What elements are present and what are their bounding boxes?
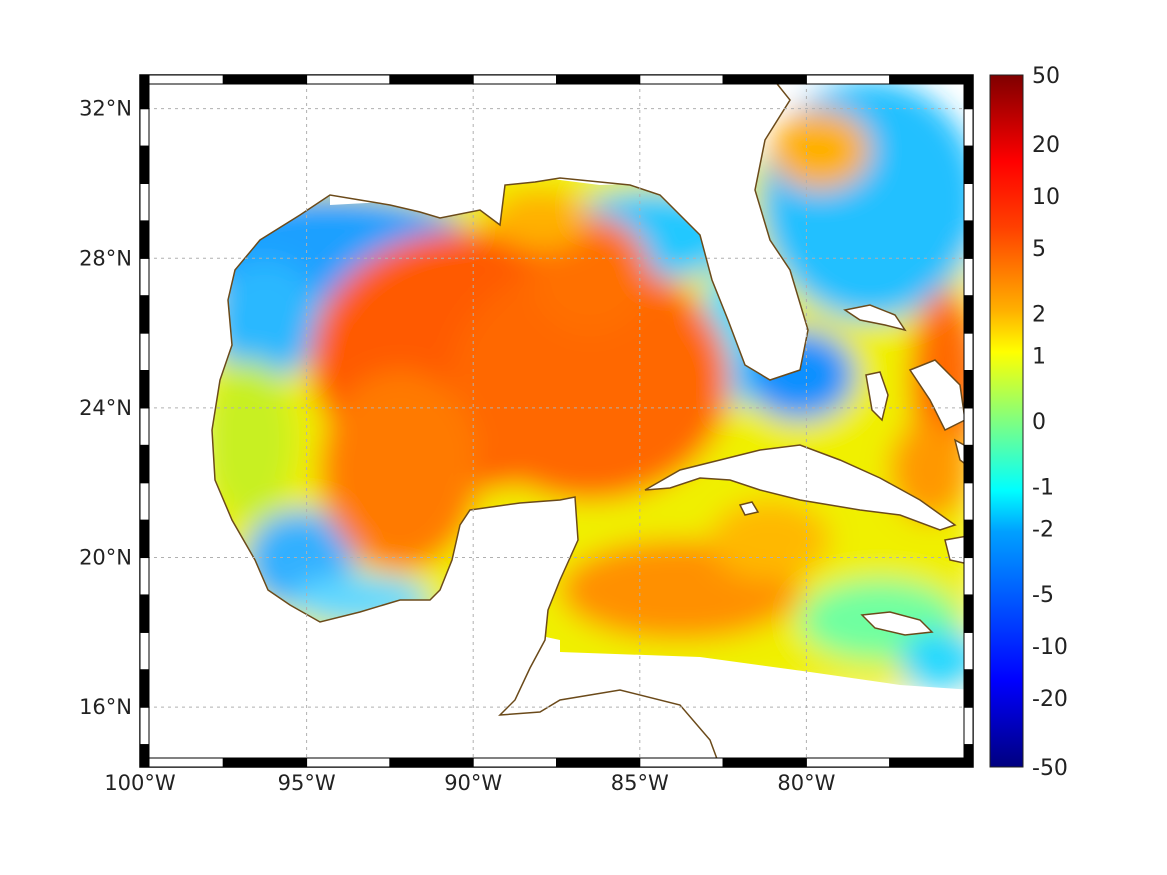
frame-segment-left — [139, 407, 150, 446]
longitude-labels: 100°W 95°W 90°W 85°W 80°W — [104, 771, 835, 795]
frame-segment-top — [389, 74, 474, 85]
frame-segment-left — [139, 74, 150, 110]
frame-segment-right — [963, 370, 974, 409]
colorbar-tick-label: -10 — [1032, 635, 1068, 660]
colorbar-tick-label: 5 — [1032, 237, 1046, 262]
frame-segment-left — [139, 220, 150, 259]
frame-segment-left — [139, 631, 150, 671]
frame-segment-right — [963, 257, 974, 297]
frame-segment-left — [139, 744, 150, 768]
frame-segment-left — [139, 295, 150, 334]
longitude-tick-label: 90°W — [444, 771, 502, 795]
longitude-tick-label: 85°W — [611, 771, 669, 795]
frame-segment-left — [139, 557, 150, 596]
colorbar-tick-label: 20 — [1032, 133, 1060, 158]
map-frame — [139, 74, 974, 768]
frame-segment-top — [306, 74, 391, 85]
frame-segment-left — [139, 145, 150, 184]
frame-segment-top — [639, 74, 724, 85]
frame-segment-right — [963, 145, 974, 184]
isla-juventud — [738, 501, 760, 516]
latitude-labels: 32°N 28°N 24°N 20°N 16°N — [79, 97, 132, 719]
frame-segment-right — [963, 482, 974, 521]
cuba — [644, 444, 957, 531]
longitude-tick-label: 80°W — [777, 771, 835, 795]
frame-segment-right — [963, 631, 974, 671]
frame-segment-right — [963, 295, 974, 334]
latitude-tick-label: 20°N — [79, 546, 132, 570]
frame-segment-bottom — [139, 757, 224, 768]
latitude-tick-label: 32°N — [79, 97, 132, 121]
frame-segment-left — [139, 669, 150, 708]
frame-segment-left — [139, 706, 150, 746]
frame-segment-right — [963, 444, 974, 484]
colorbar-tick-label: 2 — [1032, 303, 1046, 328]
colorbar-tick-label: -2 — [1032, 517, 1054, 542]
longitude-tick-label: 95°W — [278, 771, 336, 795]
frame-segment-left — [139, 182, 150, 222]
frame-segment-left — [139, 257, 150, 297]
frame-segment-right — [963, 706, 974, 746]
latitude-tick-label: 16°N — [79, 695, 132, 719]
frame-segment-right — [963, 557, 974, 596]
frame-segment-right — [963, 519, 974, 559]
frame-segment-bottom — [722, 757, 807, 768]
latitude-tick-label: 24°N — [79, 396, 132, 420]
frame-segment-left — [139, 519, 150, 559]
frame-segment-left — [139, 482, 150, 521]
frame-segment-bottom — [222, 757, 308, 768]
frame-segment-left — [139, 108, 150, 147]
frame-segment-right — [963, 108, 974, 147]
longitude-tick-label: 100°W — [104, 771, 176, 795]
frame-segment-top — [472, 74, 558, 85]
frame-segment-right — [963, 182, 974, 222]
frame-segment-right — [963, 407, 974, 446]
frame-segment-bottom — [306, 757, 391, 768]
colorbar-tick-label: -50 — [1032, 756, 1068, 781]
frame-segment-right — [963, 332, 974, 372]
colorbar-tick-label: -20 — [1032, 687, 1068, 712]
frame-segment-right — [963, 669, 974, 708]
us-gulf-coast — [140, 75, 809, 767]
frame-segment-right — [963, 594, 974, 633]
frame-segment-right — [963, 220, 974, 259]
colorbar-tick-label: 10 — [1032, 185, 1060, 210]
frame-segment-bottom — [805, 757, 891, 768]
colorbar-tick-label: -5 — [1032, 583, 1054, 608]
frame-segment-top — [556, 74, 641, 85]
frame-segment-top — [805, 74, 891, 85]
frame-segment-left — [139, 370, 150, 409]
frame-segment-right — [963, 74, 974, 110]
frame-segment-left — [139, 444, 150, 484]
colorbar — [989, 74, 1024, 768]
frame-segment-left — [139, 332, 150, 372]
frame-segment-top — [222, 74, 308, 85]
frame-segment-top — [889, 74, 974, 85]
frame-segment-top — [139, 74, 224, 85]
jamaica — [860, 611, 934, 636]
frame-segment-bottom — [639, 757, 724, 768]
bahamas-1 — [843, 304, 907, 332]
frame-segment-bottom — [389, 757, 474, 768]
colorbar-tick-label: 50 — [1032, 64, 1060, 89]
frame-segment-bottom — [556, 757, 641, 768]
colorbar-tick-label: 0 — [1032, 410, 1046, 435]
frame-segment-left — [139, 594, 150, 633]
colorbar-tick-label: -1 — [1032, 476, 1054, 501]
colorbar-tick-label: 1 — [1032, 344, 1046, 369]
latitude-tick-label: 28°N — [79, 246, 132, 270]
frame-segment-top — [722, 74, 807, 85]
frame-segment-bottom — [472, 757, 558, 768]
frame-segment-right — [963, 744, 974, 768]
land — [140, 75, 973, 767]
frame-segment-bottom — [889, 757, 974, 768]
